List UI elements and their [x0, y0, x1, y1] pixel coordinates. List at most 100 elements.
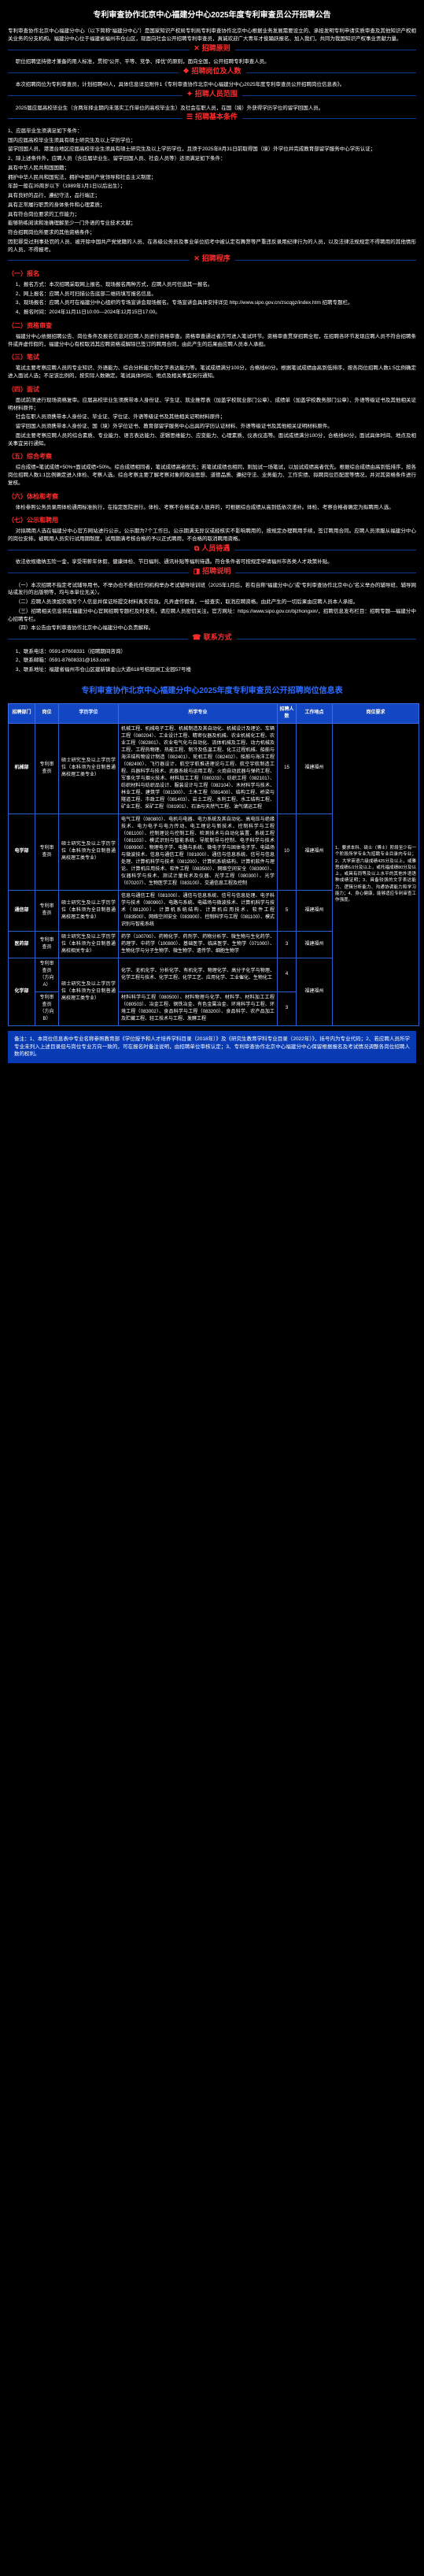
contact-email: 2、联系邮箱：0591-87608331@163.com	[8, 657, 416, 665]
half-square-icon: ◨	[194, 567, 201, 575]
s4-item: 能够熟练阅读和准确理解至少一门外语的专业技术文献；	[8, 220, 416, 228]
cell-loc: 福建福州	[297, 723, 333, 814]
s5-4-item: 留学回国人员须携带本人身份证、国（境）外学位证书、教育部留学服务中心出具的学历认…	[8, 423, 416, 431]
cell-post: 专利审查员（方向A）	[35, 958, 59, 991]
square-icon: ⧉	[194, 544, 199, 552]
s4-items: 国内应届高校毕业生须具有硕士研究生及以上学历学位； 留学回国人员、港澳台地区应届…	[8, 137, 416, 154]
cell-req: 1、要求本科、硕士（博士）阶段至少有一个阶段所学专业为招聘专业目录内专业；2、大…	[333, 723, 419, 1025]
s6-body: 依法依规缴纳五险一金，享受带薪年休假、健康体检、节日福利、通讯补贴等福利待遇。符…	[8, 558, 416, 566]
cell-post: 专利审查员	[35, 814, 59, 890]
cell-count: 15	[278, 723, 297, 814]
cell-edu: 硕士研究生及以上学历学位（本科须为全日制普通高校理工类专业）	[59, 958, 119, 1025]
s5-4-item: 面试主要考察应聘人员的综合素质、专业能力、语言表达能力、逻辑思维能力、应变能力、…	[8, 432, 416, 448]
cell-major: 信息与通信工程（081000）、通信与信息系统、信号与信息处理、电子科学与技术（…	[119, 890, 278, 931]
cell-count: 3	[278, 931, 297, 958]
cell-major: 材料科学与工程（080500）、材料物理与化学、材料学、材料加工工程（08050…	[119, 991, 278, 1025]
s4-item: 具有正常履行职责的身体条件和心理素质；	[8, 202, 416, 209]
list-icon: ☰	[186, 113, 193, 120]
x-icon: ✕	[194, 254, 200, 262]
cell-post: 专利审查员（方向B）	[35, 991, 59, 1025]
star-icon: ✦	[186, 90, 193, 98]
cell-post: 专利审查员	[35, 890, 59, 931]
s7-item: （三）招聘相关信息将在福建分中心官网招聘专题栏及时发布，请应聘人员密切关注。官方…	[8, 608, 416, 624]
table-header-row: 招聘部门 岗位 学历学位 所学专业 招聘人数 工作地点 岗位要求	[9, 703, 419, 723]
s1-body: 职位招聘坚持德才兼备的用人标准，贯彻“公开、平等、竞争、择优”的原则，面向全国，…	[8, 58, 416, 66]
sub-comprehensive: （五）综合考察	[8, 452, 416, 461]
s4-item: 拥护中华人民共和国宪法，拥护中国共产党领导和社会主义制度；	[8, 174, 416, 182]
page-title: 专利审查协作北京中心福建分中心2025年度专利审查员公开招聘公告	[8, 9, 416, 21]
s4-item: 符合招聘岗位所要求的其他资格条件；	[8, 229, 416, 237]
cell-major: 机械工程、机械电子工程、机械制造及其自动化、机械设计及理论、车辆工程（08020…	[119, 723, 278, 814]
s4-item: 国内应届高校毕业生须具有硕士研究生及以上学历学位；	[8, 137, 416, 145]
sub-physical: （六）体检和考察	[8, 492, 416, 502]
s4-lead: 1、应届毕业生须满足如下条件：	[8, 128, 416, 135]
section-bar-conditions: ☰招聘基本条件	[8, 118, 416, 123]
s3-body: 2025届应届高校毕业生（含两年择业期内未落实工作单位的高校毕业生）及社会在职人…	[8, 105, 416, 113]
section-bar-contact: ☎联系方式	[8, 639, 416, 643]
section-bar-posts: ❖招聘岗位及人数	[8, 72, 416, 77]
sub-interview: （四）面试	[8, 385, 416, 395]
sub-publicity: （七）公示和聘用	[8, 516, 416, 525]
s5-7-body: 对拟聘用人选在福建分中心官方网站进行公示，公示期为7个工作日。公示期满无异议或经…	[8, 528, 416, 543]
jobs-table: 招聘部门 岗位 学历学位 所学专业 招聘人数 工作地点 岗位要求 机械部 专利审…	[8, 703, 419, 1026]
section-title: 招聘说明	[202, 567, 230, 575]
s5-1-item: 4、报名时间：2024年11月11日10:00—2024年12月15日17:00…	[8, 309, 416, 317]
contact-address: 3、联系地址：福建省福州市仓山区建新镇金山大道618号桔园洲工业园57号楼	[8, 666, 416, 674]
cell-edu: 硕士研究生及以上学历学位（本科须为全日制普通高校理工类专业）	[59, 890, 119, 931]
cell-post: 专利审查员	[35, 931, 59, 958]
s4-item: 具有符合岗位要求的工作能力；	[8, 211, 416, 219]
s4-item: 具有良好的品行，遵纪守法，品行端正；	[8, 192, 416, 200]
cell-count: 5	[278, 890, 297, 931]
s4-lead2: 2、除上述条件外，应聘人员（含应届毕业生、留学回国人员、社会人员等）还须满足如下…	[8, 155, 416, 163]
s5-1-item: 2、网上报名：应聘人员可扫描公告底部二维码填写报名信息。	[8, 291, 416, 298]
s5-1-item: 1、报名方式：本次招聘采取网上报名、现场报名两种方式，应聘人员可任选其一报名。	[8, 281, 416, 289]
s5-4-item: 社会在职人员须携带本人身份证、毕业证、学位证、外语等级证书及其他相关证明材料原件…	[8, 413, 416, 421]
th-req: 岗位要求	[333, 703, 419, 723]
table-footnote: 备注：1、本岗位信息表中专业名称参照教育部《学位授予和人才培养学科目录（2018…	[8, 1031, 416, 1063]
cell-major: 药学（100700）、药物化学、药剂学、药物分析学、微生物与生化药学、药理学、中…	[119, 931, 278, 958]
cell-loc: 福建福州	[297, 958, 333, 1025]
th-dept: 招聘部门	[9, 703, 35, 723]
th-edu: 学历学位	[59, 703, 119, 723]
th-major: 所学专业	[119, 703, 278, 723]
s4-item: 年龄一般在35周岁以下（1989年1月1日以后出生）；	[8, 183, 416, 191]
section-title: 人员待遇	[201, 544, 230, 552]
s7-item: （四）本公告由专利审查协作北京中心福建分中心负责解释。	[8, 625, 416, 632]
cell-edu: 硕士研究生及以上学历学位（本科须为全日制普通高校相关专业）	[59, 931, 119, 958]
s4-item: 因犯罪受过刑事处罚的人员、被开除中国共产党党籍的人员、在各级公务员及事业单位招考…	[8, 239, 416, 254]
section-title: 联系方式	[204, 633, 232, 641]
cell-dept: 医药部	[9, 931, 35, 958]
s4-item: 具有中华人民共和国国籍；	[8, 165, 416, 172]
sub-written: （三）笔试	[8, 353, 416, 362]
cell-loc: 福建福州	[297, 890, 333, 931]
s7-item: （一）本次招聘不指定考试辅导用书，不举办也不委托任何机构举办考试辅导培训班（20…	[8, 582, 416, 598]
phone-icon: ☎	[192, 633, 201, 641]
table-row: 机械部 专利审查员 硕士研究生及以上学历学位（本科须为全日制普通高校理工类专业）…	[9, 723, 419, 814]
cell-major: 电气工程（080800）、电机与电器、电力系统及其自动化、高电压与绝缘技术、电力…	[119, 814, 278, 890]
cell-edu: 硕士研究生及以上学历学位（本科须为全日制普通高校理工类专业）	[59, 814, 119, 890]
section-title: 招聘人员范围	[195, 90, 238, 98]
section-bar-procedure: ✕招聘程序	[8, 260, 416, 265]
section-title: 招聘岗位及人数	[192, 67, 241, 75]
cell-loc: 福建福州	[297, 814, 333, 890]
cell-dept: 电学部	[9, 814, 35, 890]
section-title: 招聘程序	[202, 254, 230, 262]
diamond-icon: ❖	[183, 67, 189, 75]
sub-signup: （一）报名	[8, 269, 416, 279]
cell-dept: 化学部	[9, 958, 35, 1025]
s7-item: （二）应聘人员须如实填写个人信息并保证所提交材料真实有效。凡弄虚作假者，一经查实…	[8, 599, 416, 606]
s4-item: 留学回国人员、港澳台地区应届高校毕业生须具有硕士研究生及以上学历学位，且须于20…	[8, 146, 416, 154]
th-post: 岗位	[35, 703, 59, 723]
cell-dept: 机械部	[9, 723, 35, 814]
contact-phone: 1、联系电话：0591-87608331（招聘期间咨询）	[8, 648, 416, 656]
s4-items-2: 具有中华人民共和国国籍； 拥护中华人民共和国宪法，拥护中国共产党领导和社会主义制…	[8, 165, 416, 254]
sub-qualification: （二）资格审查	[8, 321, 416, 331]
th-count: 招聘人数	[278, 703, 297, 723]
s5-4-item: 面试前须进行现场资格复审。应届高校毕业生须携带本人身份证、学生证、就业推荐表（加…	[8, 397, 416, 413]
table-title: 专利审查协作北京中心福建分中心2025年度专利审查员公开招聘岗位信息表	[8, 685, 416, 697]
th-loc: 工作地点	[297, 703, 333, 723]
section-bar-scope: ✦招聘人员范围	[8, 95, 416, 100]
cell-count: 4	[278, 958, 297, 991]
cell-loc: 福建福州	[297, 931, 333, 958]
x-icon: ✕	[194, 44, 200, 52]
